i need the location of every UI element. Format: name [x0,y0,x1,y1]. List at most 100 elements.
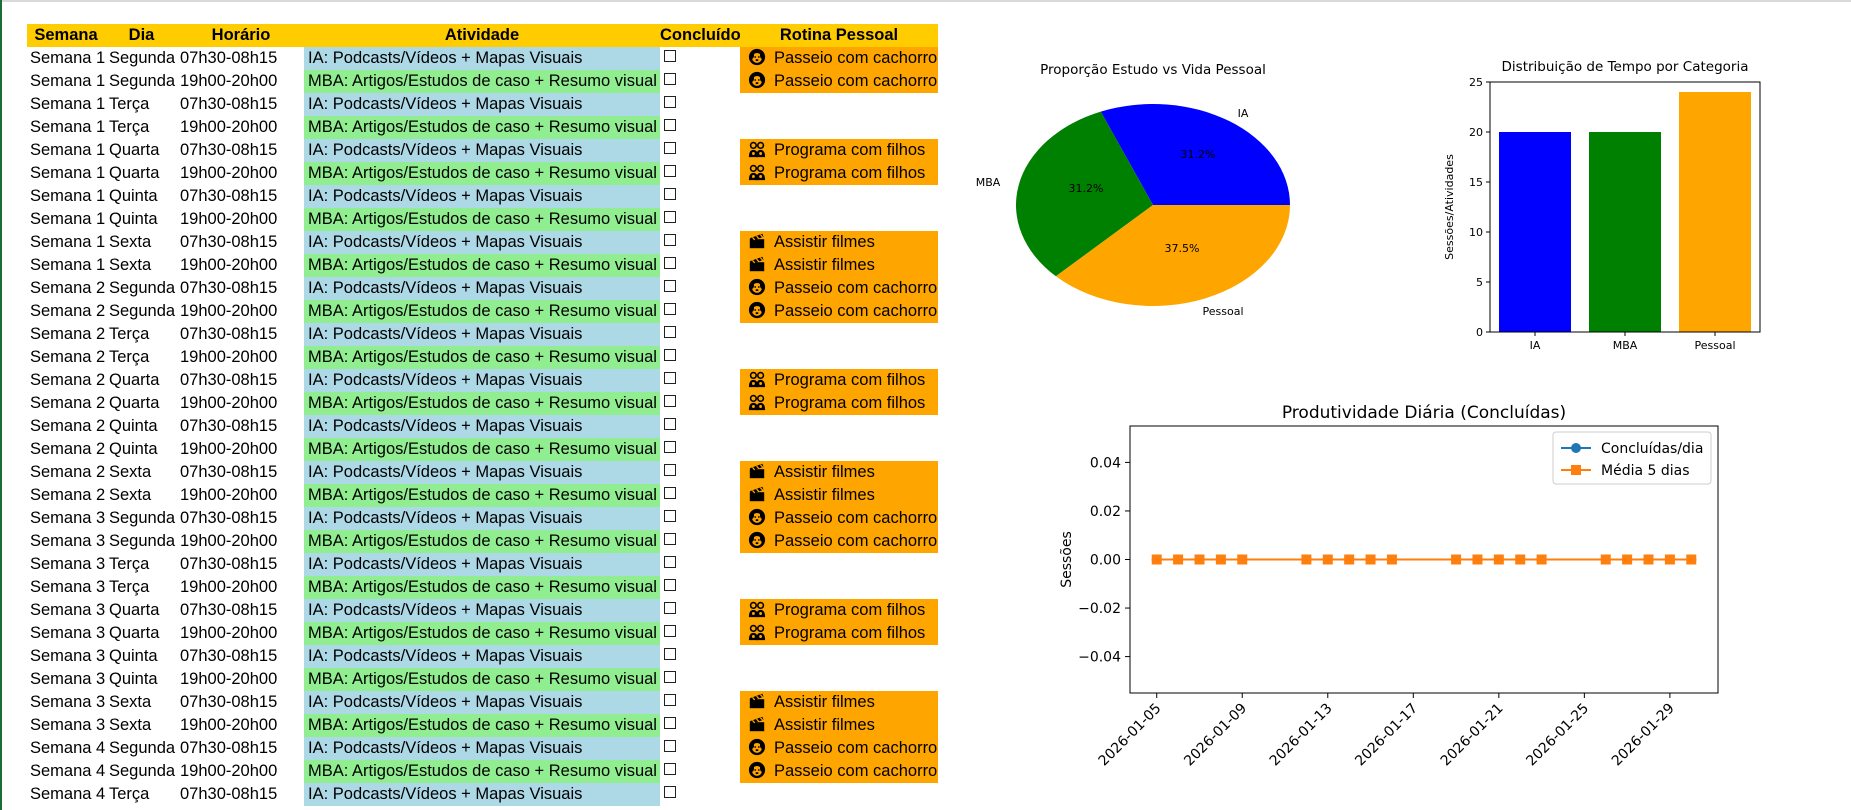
cell-atividade[interactable]: MBA: Artigos/Estudos de caso + Resumo vi… [304,70,660,93]
cell-dia[interactable]: Terça [109,578,150,596]
cell-atividade[interactable]: IA: Podcasts/Vídeos + Mapas Visuais [304,93,660,116]
cell-concluido[interactable] [660,737,740,760]
cell-semana[interactable]: Semana 1 [30,187,105,205]
cell-dia[interactable]: Terça [109,118,150,136]
cell-dia[interactable]: Segunda [109,49,176,67]
cell-rotina[interactable] [740,553,938,576]
cell-concluido[interactable] [660,231,740,254]
cell-rotina[interactable]: Assistir filmes [740,691,938,714]
cell-rotina[interactable]: Passeio com cachorro [740,70,938,93]
cell-dia[interactable]: Segunda [109,532,176,550]
cell-semana[interactable]: Semana 2 [30,348,105,366]
cell-rotina[interactable]: Programa com filhos [740,599,938,622]
cell-horario[interactable]: 19h00-20h00 [180,716,278,734]
cell-dia[interactable]: Sexta [109,256,152,274]
cell-atividade[interactable]: IA: Podcasts/Vídeos + Mapas Visuais [304,645,660,668]
cell-semana[interactable]: Semana 3 [30,624,105,642]
cell-semana[interactable]: Semana 4 [30,739,105,757]
header-atividade[interactable]: Atividade [444,26,520,44]
cell-horario[interactable]: 07h30-08h15 [180,49,278,67]
cell-dia[interactable]: Quarta [109,164,160,182]
cell-horario[interactable]: 07h30-08h15 [180,371,278,389]
cell-horario[interactable]: 07h30-08h15 [180,95,278,113]
done-checkbox[interactable] [664,762,676,775]
done-checkbox[interactable] [664,555,676,568]
cell-rotina[interactable] [740,415,938,438]
cell-dia[interactable]: Segunda [109,279,176,297]
cell-rotina[interactable]: Programa com filhos [740,622,938,645]
header-horario[interactable]: Horário [211,26,271,44]
cell-horario[interactable]: 19h00-20h00 [180,210,278,228]
cell-semana[interactable]: Semana 1 [30,210,105,228]
cell-rotina[interactable] [740,208,938,231]
cell-concluido[interactable] [660,530,740,553]
cell-rotina[interactable] [740,783,938,806]
done-checkbox[interactable] [664,302,676,315]
cell-semana[interactable]: Semana 3 [30,716,105,734]
cell-dia[interactable]: Terça [109,95,150,113]
cell-rotina[interactable] [740,346,938,369]
cell-semana[interactable]: Semana 2 [30,463,105,481]
cell-atividade[interactable]: MBA: Artigos/Estudos de caso + Resumo vi… [304,438,660,461]
cell-horario[interactable]: 19h00-20h00 [180,670,278,688]
cell-horario[interactable]: 07h30-08h15 [180,601,278,619]
cell-concluido[interactable] [660,47,740,70]
cell-semana[interactable]: Semana 1 [30,72,105,90]
cell-atividade[interactable]: MBA: Artigos/Estudos de caso + Resumo vi… [304,208,660,231]
cell-dia[interactable]: Segunda [109,739,176,757]
cell-horario[interactable]: 07h30-08h15 [180,647,278,665]
cell-semana[interactable]: Semana 3 [30,578,105,596]
cell-atividade[interactable]: IA: Podcasts/Vídeos + Mapas Visuais [304,507,660,530]
cell-semana[interactable]: Semana 3 [30,670,105,688]
cell-concluido[interactable] [660,139,740,162]
done-checkbox[interactable] [664,578,676,591]
cell-concluido[interactable] [660,760,740,783]
cell-semana[interactable]: Semana 1 [30,141,105,159]
done-checkbox[interactable] [664,601,676,614]
header-dia[interactable]: Dia [128,26,155,44]
done-checkbox[interactable] [664,95,676,108]
cell-atividade[interactable]: MBA: Artigos/Estudos de caso + Resumo vi… [304,760,660,783]
cell-dia[interactable]: Segunda [109,302,176,320]
cell-dia[interactable]: Sexta [109,463,152,481]
cell-rotina[interactable]: Passeio com cachorro [740,530,938,553]
cell-horario[interactable]: 07h30-08h15 [180,555,278,573]
cell-dia[interactable]: Terça [109,785,150,803]
cell-atividade[interactable]: IA: Podcasts/Vídeos + Mapas Visuais [304,323,660,346]
done-checkbox[interactable] [664,463,676,476]
cell-atividade[interactable]: IA: Podcasts/Vídeos + Mapas Visuais [304,415,660,438]
cell-rotina[interactable]: Assistir filmes [740,254,938,277]
cell-semana[interactable]: Semana 3 [30,647,105,665]
cell-dia[interactable]: Sexta [109,693,152,711]
cell-dia[interactable]: Quinta [109,647,158,665]
cell-concluido[interactable] [660,461,740,484]
cell-horario[interactable]: 19h00-20h00 [180,532,278,550]
cell-atividade[interactable]: IA: Podcasts/Vídeos + Mapas Visuais [304,461,660,484]
cell-semana[interactable]: Semana 2 [30,440,105,458]
cell-dia[interactable]: Quarta [109,371,160,389]
done-checkbox[interactable] [664,164,676,177]
cell-horario[interactable]: 07h30-08h15 [180,463,278,481]
cell-horario[interactable]: 07h30-08h15 [180,739,278,757]
cell-horario[interactable]: 19h00-20h00 [180,762,278,780]
cell-atividade[interactable]: MBA: Artigos/Estudos de caso + Resumo vi… [304,254,660,277]
done-checkbox[interactable] [664,532,676,545]
cell-semana[interactable]: Semana 3 [30,509,105,527]
cell-atividade[interactable]: MBA: Artigos/Estudos de caso + Resumo vi… [304,668,660,691]
cell-concluido[interactable] [660,415,740,438]
done-checkbox[interactable] [664,417,676,430]
cell-concluido[interactable] [660,599,740,622]
cell-atividade[interactable]: IA: Podcasts/Vídeos + Mapas Visuais [304,691,660,714]
cell-rotina[interactable]: Programa com filhos [740,369,938,392]
done-checkbox[interactable] [664,187,676,200]
done-checkbox[interactable] [664,279,676,292]
cell-dia[interactable]: Segunda [109,762,176,780]
cell-horario[interactable]: 07h30-08h15 [180,509,278,527]
cell-atividade[interactable]: MBA: Artigos/Estudos de caso + Resumo vi… [304,162,660,185]
cell-atividade[interactable]: IA: Podcasts/Vídeos + Mapas Visuais [304,139,660,162]
cell-concluido[interactable] [660,691,740,714]
cell-dia[interactable]: Terça [109,325,150,343]
done-checkbox[interactable] [664,785,676,798]
cell-rotina[interactable]: Programa com filhos [740,392,938,415]
cell-concluido[interactable] [660,783,740,806]
